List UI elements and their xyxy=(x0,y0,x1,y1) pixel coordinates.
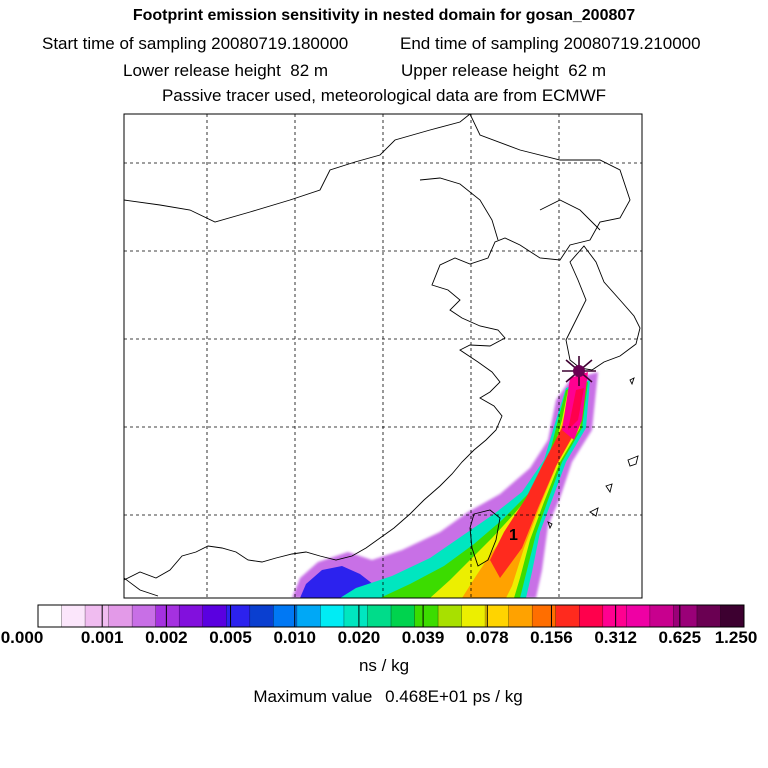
legend-unit: ns / kg xyxy=(358,656,410,675)
legend-tick-label: 0.625 xyxy=(658,628,702,647)
receptor-star-marker xyxy=(562,356,596,386)
legend-swatch xyxy=(61,605,86,627)
legend-swatch xyxy=(85,605,109,627)
legend-swatch xyxy=(485,605,510,627)
legend-frame xyxy=(37,604,745,628)
legend-tick-label: 0.001 xyxy=(80,628,124,647)
legend-swatch xyxy=(343,605,368,627)
legend-swatch xyxy=(226,605,251,627)
lower-release-value: 82 m xyxy=(290,61,329,80)
max-location-label: 1 xyxy=(509,527,518,544)
legend-swatch xyxy=(649,605,674,627)
legend-tick-label: 0.020 xyxy=(337,628,381,647)
legend-tick-label: 0.010 xyxy=(273,628,316,647)
legend-tick-label: 0.002 xyxy=(145,628,188,647)
legend-swatch xyxy=(508,605,533,627)
plot-title: Footprint emission sensitivity in nested… xyxy=(132,7,636,24)
legend-tick-label: 0.000 xyxy=(0,628,44,647)
upper-release-label: Upper release height xyxy=(401,61,559,80)
legend-tick-label: 1.250 xyxy=(714,628,758,647)
start-time: Start time of sampling 20080719.180000 xyxy=(42,34,348,54)
legend-tick-label: 0.078 xyxy=(465,628,509,647)
end-time-label: End time of sampling xyxy=(400,34,559,53)
end-time-value: 20080719.210000 xyxy=(563,34,701,53)
legend-swatch xyxy=(202,605,227,627)
end-time: End time of sampling 20080719.210000 xyxy=(400,34,701,54)
legend-swatch xyxy=(414,605,439,627)
maximum-value-number: 0.468E+01 ps / kg xyxy=(385,687,523,706)
legend-swatch xyxy=(532,605,557,627)
start-time-value: 20080719.180000 xyxy=(211,34,349,53)
legend-swatch xyxy=(579,605,604,627)
map-frame xyxy=(123,113,643,599)
legend-swatch xyxy=(367,605,392,627)
legend-swatch xyxy=(249,605,274,627)
legend-swatch xyxy=(296,605,321,627)
legend-swatch xyxy=(179,605,204,627)
legend-swatch xyxy=(108,605,133,627)
plume-band-red xyxy=(490,390,582,578)
legend-swatch xyxy=(673,605,698,627)
coastlines xyxy=(124,114,641,597)
legend-tick-label: 0.039 xyxy=(401,628,445,647)
plume-band-pink xyxy=(568,388,584,430)
maximum-value: Maximum value 0.468E+01 ps / kg xyxy=(0,687,768,707)
tracer-note: Passive tracer used, meteorological data… xyxy=(161,86,607,105)
legend-swatch xyxy=(38,605,62,627)
lower-release-label: Lower release height xyxy=(123,61,281,80)
legend-tick-label: 0.312 xyxy=(594,628,637,647)
plume-layer xyxy=(292,372,598,598)
upper-release-height: Upper release height 62 m xyxy=(401,61,606,81)
legend-swatch xyxy=(320,605,345,627)
legend-swatch xyxy=(273,605,298,627)
upper-release-value: 62 m xyxy=(568,61,607,80)
legend-swatch xyxy=(555,605,580,627)
legend-tick-label: 0.156 xyxy=(530,628,573,647)
start-time-label: Start time of sampling xyxy=(42,34,207,53)
legend-swatch xyxy=(461,605,486,627)
legend-color-bar xyxy=(37,604,745,628)
legend-swatch xyxy=(626,605,651,627)
lower-release-height: Lower release height 82 m xyxy=(123,61,328,81)
maximum-value-label: Maximum value xyxy=(253,687,373,706)
lat-lon-grid xyxy=(124,114,642,598)
legend-tick-label: 0.005 xyxy=(209,628,252,647)
legend-swatch xyxy=(155,605,180,627)
legend-swatch xyxy=(132,605,157,627)
legend-swatch xyxy=(438,605,462,627)
legend-swatch xyxy=(696,605,721,627)
legend-swatch xyxy=(602,605,627,627)
legend-swatch xyxy=(391,605,415,627)
legend-swatch xyxy=(720,605,745,627)
